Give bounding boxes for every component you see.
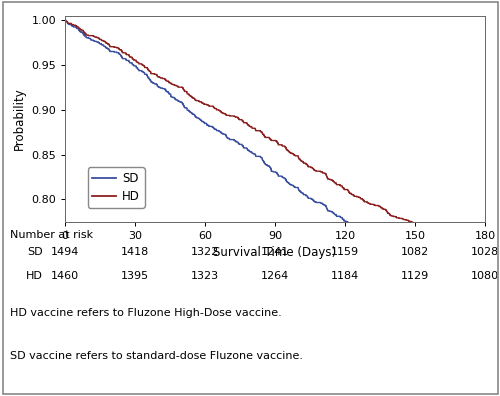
Text: 1241: 1241 [261, 248, 289, 257]
Text: 1395: 1395 [121, 271, 149, 281]
Text: 1028: 1028 [471, 248, 499, 257]
Legend: SD, HD: SD, HD [88, 168, 144, 208]
Text: 1184: 1184 [331, 271, 359, 281]
X-axis label: Survival Time (Days): Survival Time (Days) [214, 246, 336, 259]
Text: Number at risk: Number at risk [10, 230, 93, 240]
Y-axis label: Probability: Probability [12, 88, 26, 150]
Text: 1264: 1264 [261, 271, 289, 281]
Text: SD vaccine refers to standard-dose Fluzone vaccine.: SD vaccine refers to standard-dose Fluzo… [10, 351, 303, 361]
Text: 1460: 1460 [51, 271, 79, 281]
Text: 1322: 1322 [191, 248, 219, 257]
Text: HD: HD [26, 271, 42, 281]
Text: 1323: 1323 [191, 271, 219, 281]
Text: 1494: 1494 [51, 248, 79, 257]
Text: HD vaccine refers to Fluzone High-Dose vaccine.: HD vaccine refers to Fluzone High-Dose v… [10, 308, 282, 318]
Text: 1129: 1129 [401, 271, 429, 281]
Text: 1082: 1082 [401, 248, 429, 257]
Text: SD: SD [27, 248, 42, 257]
Text: 1159: 1159 [331, 248, 359, 257]
Text: 1418: 1418 [121, 248, 149, 257]
Text: 1080: 1080 [471, 271, 499, 281]
